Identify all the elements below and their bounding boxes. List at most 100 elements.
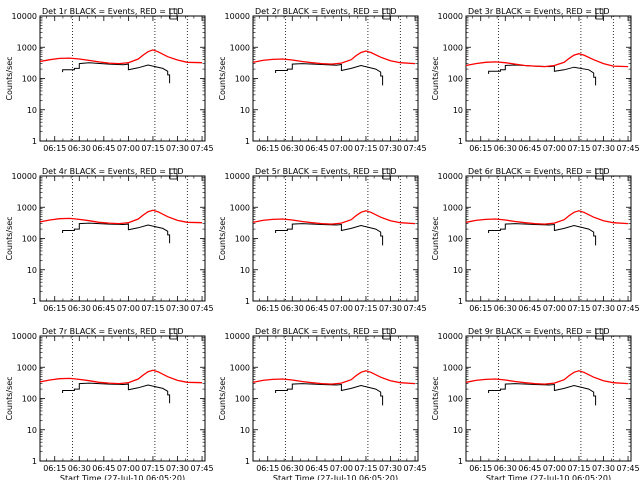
x-tick-label: 07:15: [354, 144, 377, 153]
y-tick-label: 100: [22, 395, 37, 404]
y-tick-label: 1000: [443, 363, 463, 372]
plot-title: Det 3r BLACK = Events, RED = LLD: [468, 7, 610, 16]
y-tick-label: 100: [235, 75, 250, 84]
y-tick-label: 1: [245, 137, 250, 146]
y-tick-label: 10: [453, 426, 463, 435]
x-tick-label: 07:00: [330, 464, 353, 473]
x-axis-label: Start Time (27-Jul-10 06:05:20): [273, 474, 398, 480]
events-series-line: [62, 62, 171, 84]
plot-panel-5: Det 5r BLACK = Events, RED = LLD 1 10 100 10…: [218, 167, 427, 313]
x-tick-label: 07:15: [567, 144, 590, 153]
x-tick-label: 06:45: [92, 464, 115, 473]
y-axis-label: Counts/sec: [218, 56, 227, 100]
x-tick-label: 07:30: [166, 304, 189, 313]
y-tick-label: 1: [245, 297, 250, 306]
y-axis-label: Counts/sec: [218, 216, 227, 260]
y-tick-label: 1: [245, 457, 250, 466]
x-tick-label: 06:45: [92, 144, 115, 153]
y-tick-label: 10: [240, 266, 250, 275]
x-tick-label: 07:00: [117, 144, 140, 153]
plot-frame: [465, 335, 632, 462]
y-tick-label: 1000: [17, 363, 37, 372]
plot-frame: [39, 335, 206, 462]
title-box-mark: [169, 8, 178, 20]
x-tick-label: 07:45: [617, 464, 640, 473]
events-series-line: [275, 383, 384, 406]
plot-frame: [252, 175, 419, 302]
lld-series-line: [252, 210, 416, 225]
events-series-line: [488, 64, 597, 86]
y-tick-label: 10000: [12, 332, 37, 341]
events-series-line: [62, 222, 171, 244]
x-tick-label: 07:00: [543, 304, 566, 313]
x-tick-label: 06:45: [305, 464, 328, 473]
title-box-mark: [595, 168, 604, 180]
y-axis-label: Counts/sec: [431, 56, 440, 100]
x-tick-label: 06:30: [494, 304, 517, 313]
events-series-line: [62, 382, 171, 404]
events-series-line: [488, 223, 597, 246]
y-tick-label: 1: [458, 137, 463, 146]
y-tick-label: 10000: [12, 172, 37, 181]
x-tick-label: 07:00: [330, 144, 353, 153]
y-tick-label: 1: [458, 297, 463, 306]
events-series-line: [275, 63, 384, 86]
y-tick-label: 10: [240, 106, 250, 115]
plot-frame: [252, 335, 419, 462]
y-tick-label: 100: [235, 395, 250, 404]
x-tick-label: 07:30: [166, 144, 189, 153]
y-tick-label: 10000: [12, 12, 37, 21]
y-tick-label: 1: [458, 457, 463, 466]
x-tick-label: 06:15: [469, 304, 492, 313]
plot-panel-3: Det 3r BLACK = Events, RED = LLD 1 10 100 10…: [431, 7, 640, 153]
title-box-mark: [595, 8, 604, 20]
lld-series-line: [39, 209, 203, 225]
y-tick-label: 10: [27, 106, 37, 115]
y-axis-label: Counts/sec: [431, 216, 440, 260]
plot-frame: [39, 15, 206, 142]
x-tick-label: 06:15: [469, 144, 492, 153]
y-tick-label: 10000: [225, 12, 250, 21]
y-tick-label: 1: [32, 297, 37, 306]
title-box-mark: [169, 328, 178, 340]
y-tick-label: 100: [448, 395, 463, 404]
plot-title: Det 2r BLACK = Events, RED = LLD: [255, 7, 397, 16]
plot-frame: [465, 175, 632, 302]
x-tick-label: 07:30: [166, 464, 189, 473]
lld-series-line: [465, 370, 629, 385]
plot-title: Det 7r BLACK = Events, RED = LLD: [42, 327, 184, 336]
y-tick-label: 10: [27, 426, 37, 435]
x-tick-label: 06:15: [256, 304, 279, 313]
title-box-mark: [595, 328, 604, 340]
lld-series-line: [465, 53, 629, 68]
y-tick-label: 100: [448, 235, 463, 244]
y-tick-label: 1000: [230, 363, 250, 372]
lld-series-line: [39, 49, 203, 65]
title-box-mark: [169, 168, 178, 180]
x-tick-label: 06:30: [68, 464, 91, 473]
y-tick-label: 1000: [230, 43, 250, 52]
x-tick-label: 07:45: [617, 144, 640, 153]
x-tick-label: 07:15: [354, 304, 377, 313]
x-tick-label: 06:45: [518, 464, 541, 473]
y-tick-label: 100: [448, 75, 463, 84]
plot-panel-6: Det 6r BLACK = Events, RED = LLD 1 10 100 10…: [431, 167, 640, 313]
title-box-mark: [382, 328, 391, 340]
x-tick-label: 07:45: [191, 464, 214, 473]
plot-title: Det 5r BLACK = Events, RED = LLD: [255, 167, 397, 176]
y-axis-label: Counts/sec: [431, 376, 440, 420]
plot-title: Det 8r BLACK = Events, RED = LLD: [255, 327, 397, 336]
y-tick-label: 10000: [225, 332, 250, 341]
y-tick-label: 10: [453, 266, 463, 275]
x-tick-label: 06:15: [256, 144, 279, 153]
x-tick-label: 06:45: [92, 304, 115, 313]
x-tick-label: 07:30: [379, 144, 402, 153]
x-tick-label: 06:15: [43, 464, 66, 473]
x-tick-label: 07:45: [404, 304, 427, 313]
events-series-line: [488, 383, 597, 406]
x-tick-label: 06:30: [494, 144, 517, 153]
x-tick-label: 06:45: [518, 304, 541, 313]
y-tick-label: 10000: [438, 12, 463, 21]
x-tick-label: 07:00: [117, 304, 140, 313]
